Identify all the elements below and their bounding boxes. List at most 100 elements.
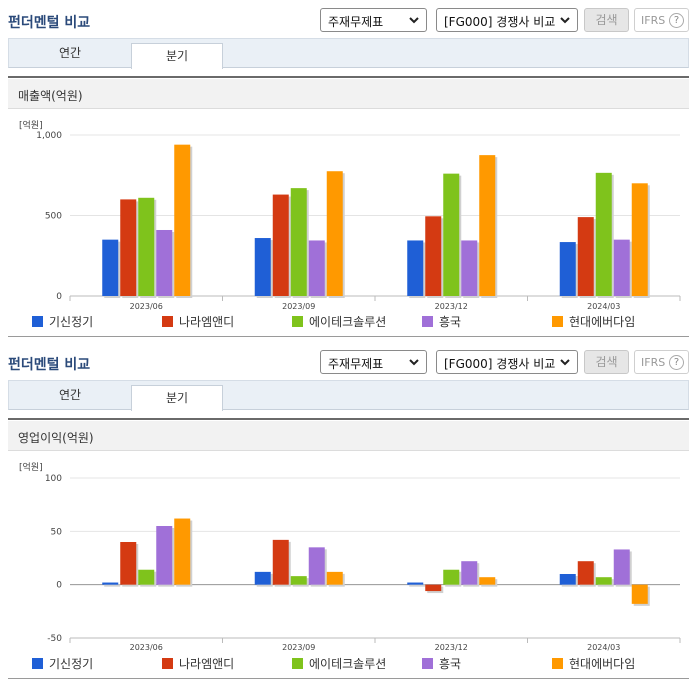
y-tick-label: 0 (56, 581, 62, 591)
tab-quarterly[interactable]: 분기 (131, 385, 223, 411)
bar-3-4[interactable] (631, 584, 648, 604)
panel-header: 펀더멘털 비교 주재무제표 [FG000] 경쟁사 비교 검색 IFRS ? (0, 342, 696, 380)
tab-annual[interactable]: 연간 (58, 388, 82, 402)
bar-3-0[interactable] (559, 574, 576, 585)
bar-0-0[interactable] (102, 582, 119, 585)
section-divider (8, 76, 689, 78)
search-button[interactable]: 검색 (584, 8, 629, 32)
x-tick-label: 2023/06 (130, 643, 163, 652)
y-tick-label: 500 (45, 212, 62, 222)
bar-1-0[interactable] (254, 571, 271, 585)
legend-swatch (32, 658, 43, 669)
bar-shadow (409, 584, 426, 587)
bar-1-3[interactable] (308, 240, 325, 296)
statement-type-select[interactable]: 주재무제표 (320, 8, 427, 32)
legend-item[interactable]: 현대에버다임 (552, 655, 635, 672)
legend-label: 기신정기 (49, 657, 94, 671)
period-tabs: 연간 분기 (8, 380, 689, 411)
bar-3-3[interactable] (613, 549, 630, 585)
bar-2-1[interactable] (425, 584, 442, 592)
search-button[interactable]: 검색 (584, 350, 629, 374)
chart-title: 매출액(억원) (18, 89, 83, 103)
ifrs-label: IFRS (641, 14, 666, 27)
legend-item[interactable]: 에이테크솔루션 (292, 313, 386, 330)
legend-label: 에이테크솔루션 (309, 315, 387, 329)
legend-item[interactable]: 나라엠앤디 (162, 313, 234, 330)
bar-0-3[interactable] (156, 526, 173, 585)
bar-3-1[interactable] (577, 217, 594, 296)
period-tabs: 연간 분기 (8, 38, 689, 69)
bar-2-0[interactable] (407, 582, 424, 585)
bar-0-1[interactable] (120, 542, 137, 585)
bar-1-4[interactable] (326, 171, 343, 296)
chart-legend: 기신정기 나라엠앤디 에이테크솔루션 흥국 현대에버다임 (0, 655, 696, 673)
bar-0-4[interactable] (174, 144, 191, 296)
legend-item[interactable]: 기신정기 (32, 655, 93, 672)
x-tick-label: 2024/03 (587, 643, 620, 652)
bar-2-2[interactable] (443, 173, 460, 296)
bar-3-3[interactable] (613, 239, 630, 296)
bar-0-1[interactable] (120, 199, 137, 296)
bar-0-4[interactable] (174, 518, 191, 585)
legend-swatch (552, 316, 563, 327)
legend-label: 현대에버다임 (569, 657, 636, 671)
bar-3-2[interactable] (595, 172, 612, 296)
bar-1-2[interactable] (290, 188, 307, 296)
chart-section-header: 영업이익(억원) (8, 421, 689, 451)
bar-2-1[interactable] (425, 216, 442, 296)
bar-2-4[interactable] (479, 577, 496, 585)
bar-2-3[interactable] (461, 561, 478, 585)
section-divider (8, 418, 689, 420)
legend-label: 기신정기 (49, 315, 94, 329)
compare-group-select[interactable]: [FG000] 경쟁사 비교 (436, 8, 578, 32)
bar-1-4[interactable] (326, 571, 343, 585)
legend-swatch (162, 658, 173, 669)
legend-label: 나라엠앤디 (179, 657, 235, 671)
tab-quarterly[interactable]: 분기 (131, 43, 223, 69)
bar-2-3[interactable] (461, 240, 478, 296)
ifrs-help-button[interactable]: IFRS ? (634, 8, 689, 32)
legend-item[interactable]: 현대에버다임 (552, 313, 635, 330)
legend-swatch (32, 316, 43, 327)
legend-label: 흥국 (439, 315, 462, 329)
bar-3-4[interactable] (631, 183, 648, 296)
bar-1-3[interactable] (308, 547, 325, 585)
bar-1-0[interactable] (254, 238, 271, 296)
legend-item[interactable]: 나라엠앤디 (162, 655, 234, 672)
legend-label: 나라엠앤디 (179, 315, 235, 329)
question-icon: ? (669, 13, 684, 28)
bar-0-0[interactable] (102, 239, 119, 296)
legend-item[interactable]: 기신정기 (32, 313, 93, 330)
bar-2-2[interactable] (443, 569, 460, 585)
fundamental-panel-revenue: 펀더멘털 비교 주재무제표 [FG000] 경쟁사 비교 검색 IFRS ? 연… (8, 8, 689, 337)
legend-item[interactable]: 에이테크솔루션 (292, 655, 386, 672)
legend-item[interactable]: 흥국 (422, 313, 461, 330)
legend-swatch (292, 658, 303, 669)
tab-annual[interactable]: 연간 (58, 46, 82, 60)
bar-1-1[interactable] (272, 194, 289, 296)
compare-group-select[interactable]: [FG000] 경쟁사 비교 (436, 350, 578, 374)
compare-group-value: [FG000] 경쟁사 비교 (444, 15, 556, 29)
ifrs-help-button[interactable]: IFRS ? (634, 350, 689, 374)
bar-3-1[interactable] (577, 561, 594, 585)
bar-3-2[interactable] (595, 577, 612, 585)
statement-type-value: 주재무제표 (328, 357, 384, 371)
bar-3-0[interactable] (559, 242, 576, 296)
bar-2-0[interactable] (407, 240, 424, 296)
bar-0-3[interactable] (156, 229, 173, 296)
x-tick-label: 2024/03 (587, 302, 620, 311)
operating-profit-bar-chart: -50 0 50 100 2023/06 2023/09 2023/12 2024/03 (45, 474, 681, 652)
unit-label: [억원] (19, 121, 43, 131)
statement-type-value: 주재무제표 (328, 15, 384, 29)
bar-0-2[interactable] (138, 569, 155, 585)
legend-item[interactable]: 흥국 (422, 655, 461, 672)
ifrs-label: IFRS (641, 356, 666, 369)
bar-1-2[interactable] (290, 576, 307, 585)
bar-0-2[interactable] (138, 197, 155, 296)
bar-1-1[interactable] (272, 539, 289, 585)
bar-2-4[interactable] (479, 155, 496, 296)
y-tick-label: 100 (45, 474, 62, 484)
statement-type-select[interactable]: 주재무제표 (320, 350, 427, 374)
compare-group-value: [FG000] 경쟁사 비교 (444, 357, 556, 371)
panel-bottom-line (8, 336, 689, 337)
